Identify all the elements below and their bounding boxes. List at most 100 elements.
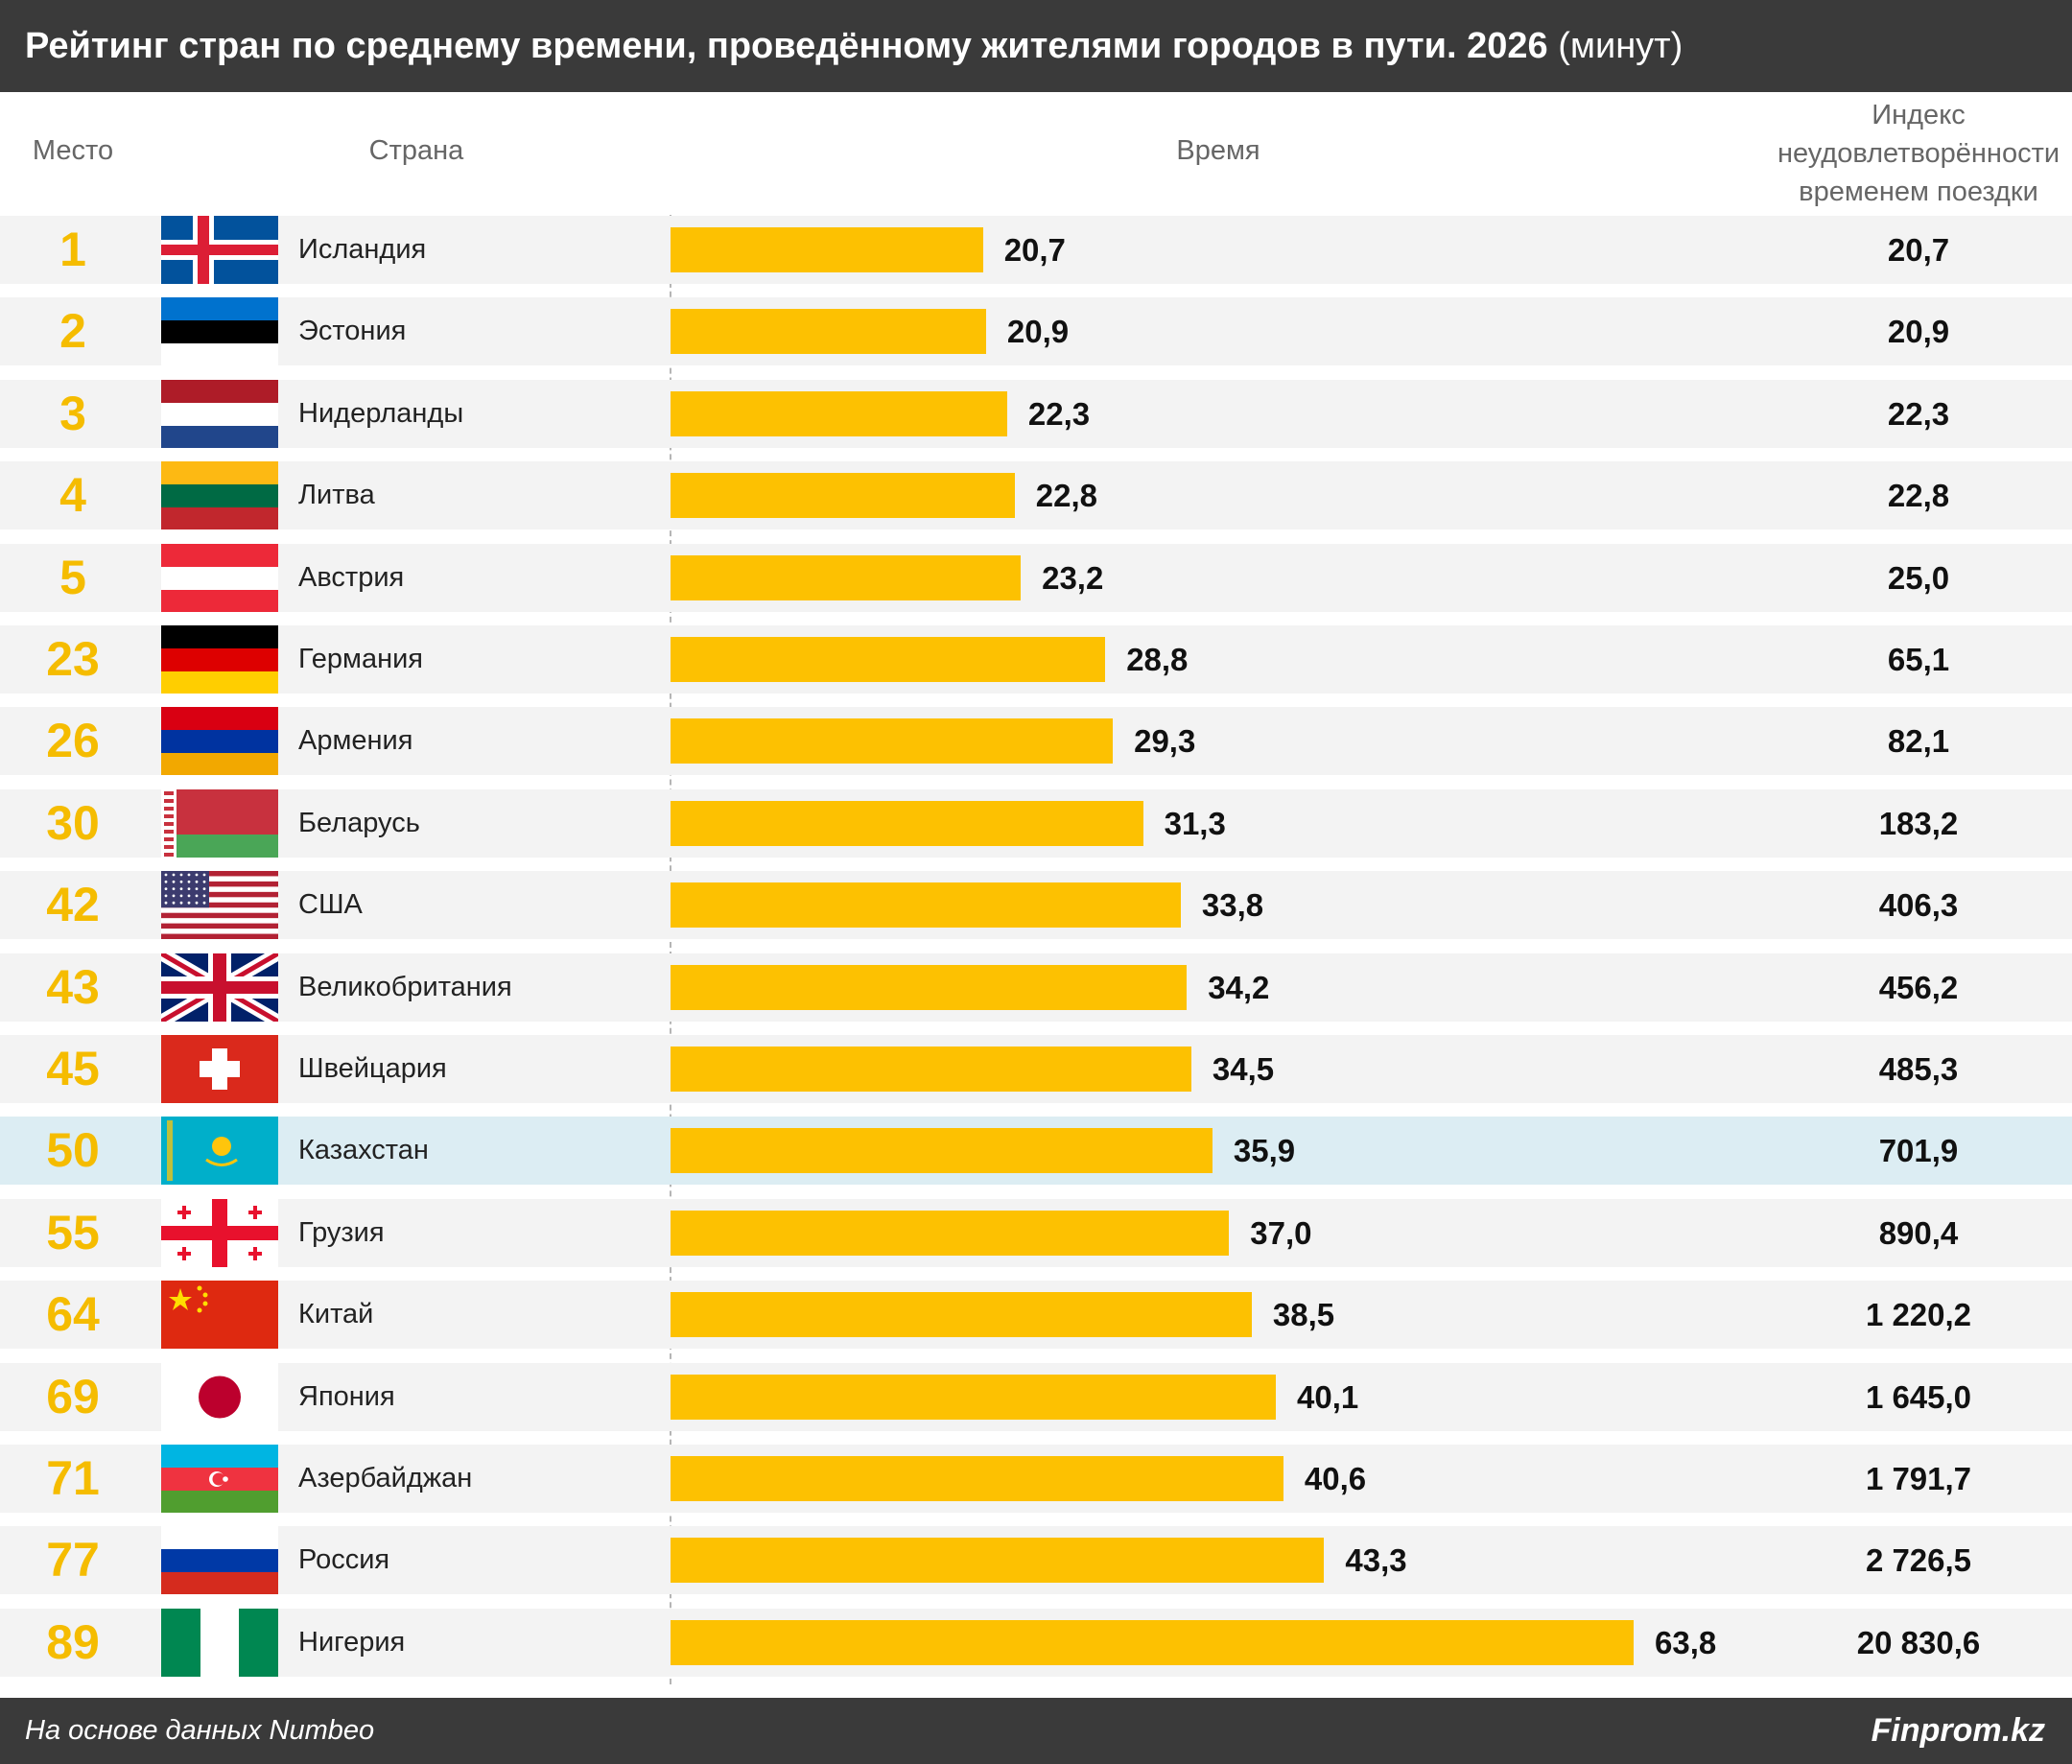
table-row: 5 Австрия 23,2 25,0 — [0, 543, 2072, 612]
country-label: Германия — [298, 644, 424, 674]
rank-label: 23 — [46, 632, 100, 686]
rank-label: 45 — [46, 1042, 100, 1095]
georgia-flag — [161, 1198, 278, 1267]
time-value-label: 37,0 — [1250, 1214, 1312, 1251]
azerbaijan-flag — [161, 1445, 278, 1513]
rank-label: 42 — [46, 878, 100, 932]
table-row: 89 Нигерия 63,8 20 830,6 — [0, 1608, 2072, 1677]
chart-title-text: Рейтинг стран по среднему времени, прове… — [25, 26, 1548, 66]
country-label: Россия — [298, 1544, 390, 1576]
china-flag — [161, 1281, 278, 1350]
rank-label: 26 — [46, 714, 100, 768]
belarus-flag — [161, 788, 278, 858]
table-row: 26 Армения 29,3 82,1 — [0, 707, 2072, 776]
index-value-label: 2 726,5 — [1865, 1542, 1972, 1579]
index-value-label: 1 791,7 — [1865, 1461, 1972, 1496]
time-bar — [671, 1128, 1213, 1174]
time-bar — [671, 964, 1188, 1010]
rank-label: 55 — [46, 1205, 100, 1259]
table-row: 69 Япония 40,1 1 645,0 — [0, 1362, 2072, 1431]
table-row: 55 Грузия 37,0 890,4 — [0, 1198, 2072, 1267]
index-value-label: 1 645,0 — [1865, 1378, 1972, 1415]
rank-label: 30 — [46, 795, 100, 850]
rank-label: 5 — [59, 550, 86, 604]
country-label: Япония — [298, 1380, 395, 1412]
time-bar — [671, 1538, 1325, 1584]
rank-label: 4 — [59, 468, 86, 523]
country-label: Эстония — [298, 316, 407, 347]
table-row: 43 Великобритания 34,2 456,2 — [0, 953, 2072, 1022]
country-label: Австрия — [298, 561, 405, 593]
index-value-label: 1 220,2 — [1865, 1297, 1972, 1333]
country-label: Азербайджан — [298, 1463, 473, 1494]
index-value-label: 20,9 — [1887, 314, 1950, 350]
country-label: Нигерия — [298, 1626, 406, 1658]
country-label: Грузия — [298, 1216, 385, 1248]
table-row: 50 Казахстан 35,9 701,9 — [0, 1117, 2072, 1186]
switzerland-flag — [161, 1035, 278, 1103]
time-bar — [671, 1292, 1252, 1338]
time-value-label: 43,3 — [1345, 1542, 1407, 1579]
index-value-label: 20 830,6 — [1856, 1624, 1981, 1660]
austria-flag — [161, 543, 278, 612]
time-bar — [671, 637, 1106, 682]
time-bar — [671, 227, 983, 272]
iceland-flag — [161, 216, 278, 284]
table-row: 64 Китай 38,5 1 220,2 — [0, 1281, 2072, 1350]
index-value-label: 22,8 — [1887, 478, 1950, 514]
country-label: Казахстан — [298, 1135, 429, 1166]
rank-label: 89 — [46, 1614, 100, 1669]
time-value-label: 40,6 — [1304, 1461, 1367, 1496]
time-value-label: 23,2 — [1042, 559, 1104, 596]
country-label: Армения — [298, 725, 413, 757]
index-value-label: 890,4 — [1878, 1214, 1959, 1251]
header-index: Индекс неудовлетворённости временем поез… — [1777, 100, 2060, 207]
time-value-label: 28,8 — [1126, 642, 1189, 677]
country-label: Великобритания — [298, 971, 512, 1002]
footer-brand: Finprom.kz — [1871, 1712, 2045, 1749]
time-value-label: 20,9 — [1006, 314, 1070, 350]
time-value-label: 33,8 — [1201, 887, 1264, 924]
index-value-label: 22,3 — [1887, 395, 1950, 432]
rank-label: 69 — [46, 1369, 100, 1423]
time-value-label: 35,9 — [1233, 1133, 1296, 1169]
usa-flag — [161, 871, 278, 940]
table-row: 3 Нидерланды 22,3 22,3 — [0, 379, 2072, 448]
time-value-label: 34,5 — [1212, 1051, 1275, 1087]
rank-label: 43 — [46, 959, 100, 1014]
russia-flag — [161, 1526, 278, 1595]
time-value-label: 31,3 — [1164, 805, 1226, 841]
header-time: Время — [1176, 135, 1260, 166]
index-value-label: 406,3 — [1878, 887, 1959, 924]
time-bar — [671, 309, 986, 355]
time-bar — [671, 1210, 1230, 1256]
time-bar — [671, 1456, 1283, 1501]
germany-flag — [161, 625, 278, 694]
time-bar — [671, 390, 1007, 436]
time-bar — [671, 1619, 1634, 1665]
table-row: 30 Беларусь 31,3 183,2 — [0, 788, 2072, 858]
time-value-label: 22,3 — [1027, 395, 1091, 432]
country-label: Литва — [298, 480, 375, 511]
time-value-label: 34,2 — [1208, 969, 1270, 1005]
time-value-label: 22,8 — [1035, 478, 1098, 514]
time-bar — [671, 1374, 1276, 1420]
rank-label: 2 — [59, 304, 86, 359]
time-bar — [671, 800, 1143, 846]
time-bar — [671, 554, 1022, 600]
time-value-label: 38,5 — [1272, 1297, 1335, 1333]
time-bar — [671, 882, 1181, 929]
estonia-flag — [161, 297, 278, 366]
table-row: 23 Германия 28,8 65,1 — [0, 625, 2072, 694]
table-row: 45 Швейцария 34,5 485,3 — [0, 1035, 2072, 1103]
netherlands-flag — [161, 379, 278, 448]
index-value-label: 82,1 — [1887, 723, 1950, 760]
table-row: 71 Азербайджан 40,6 1 791,7 — [0, 1445, 2072, 1513]
country-label: Исландия — [298, 234, 427, 265]
rank-label: 1 — [59, 223, 86, 276]
uk-flag — [161, 953, 278, 1022]
country-label: Нидерланды — [298, 397, 464, 429]
footer: На основе данных Numbeo Finprom.kz — [0, 1698, 2072, 1764]
chart-title-unit: (минут) — [1558, 26, 1684, 66]
